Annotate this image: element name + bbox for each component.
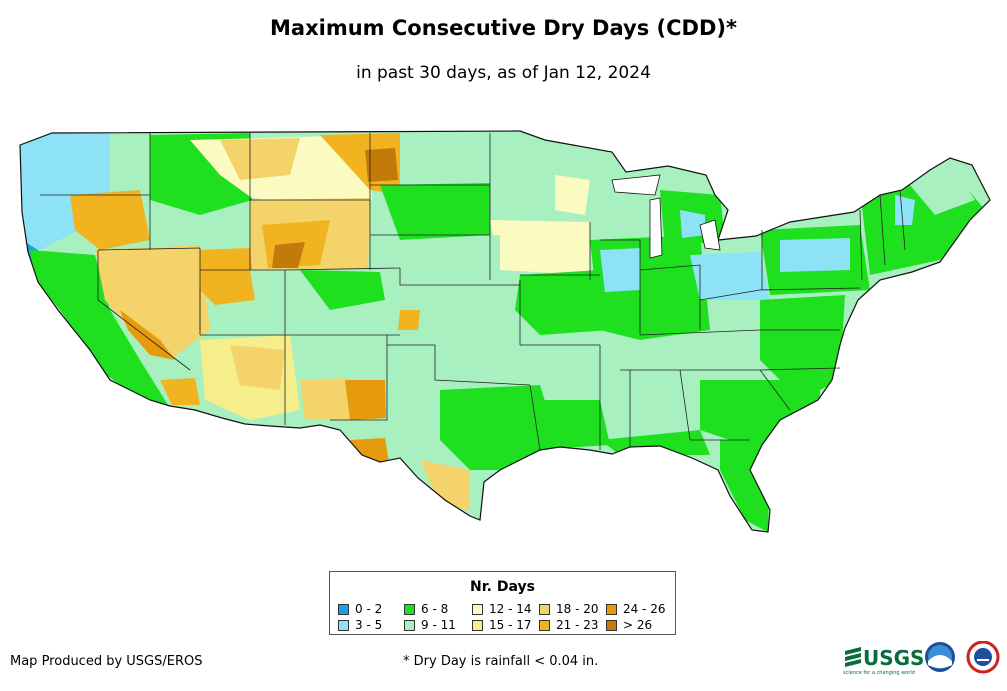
map-subtitle: in past 30 days, as of Jan 12, 2024 <box>356 63 651 83</box>
noaa-logo <box>925 642 955 672</box>
legend-label: > 26 <box>623 618 653 632</box>
legend-item: 21 - 23 <box>539 618 599 632</box>
us-outline <box>19 130 991 533</box>
legend-swatch <box>338 604 349 615</box>
legend-swatch <box>606 620 617 631</box>
legend-label: 6 - 8 <box>421 602 449 616</box>
legend-swatch <box>404 604 415 615</box>
legend-item: 15 - 17 <box>472 618 532 632</box>
legend-item: 6 - 8 <box>404 602 448 616</box>
legend-swatch <box>472 620 483 631</box>
usgs-logo: USGS science for a changing world <box>843 646 924 676</box>
map-title: Maximum Consecutive Dry Days (CDD)* <box>270 16 737 40</box>
legend-item: 3 - 5 <box>338 618 382 632</box>
legend-swatch <box>539 604 550 615</box>
legend-swatch <box>539 620 550 631</box>
legend-item: 9 - 11 <box>404 618 456 632</box>
legend-label: 24 - 26 <box>623 602 666 616</box>
nws-logo <box>966 640 1000 674</box>
lake-superior <box>611 174 661 196</box>
legend-label: 3 - 5 <box>355 618 383 632</box>
legend-item: 24 - 26 <box>606 602 666 616</box>
legend-label: 9 - 11 <box>421 618 456 632</box>
logos-svg: USGS science for a changing world <box>843 640 1000 676</box>
usgs-wordmark: USGS <box>863 646 924 670</box>
dry-day-regions <box>20 131 990 532</box>
legend-swatch <box>338 620 349 631</box>
legend-label: 12 - 14 <box>489 602 532 616</box>
legend-label: 18 - 20 <box>556 602 599 616</box>
legend-title: Nr. Days <box>470 579 535 595</box>
legend-item: 0 - 2 <box>338 602 382 616</box>
agency-logos: USGS science for a changing world <box>843 640 1003 681</box>
footnote-text: * Dry Day is rainfall < 0.04 in. <box>403 654 599 669</box>
legend-swatch <box>472 604 483 615</box>
state-boundaries <box>40 133 906 451</box>
lake-huron <box>699 219 721 251</box>
legend-label: 21 - 23 <box>556 618 599 632</box>
legend-item: 18 - 20 <box>539 602 599 616</box>
credit-text: Map Produced by USGS/EROS <box>10 654 203 669</box>
legend-item: > 26 <box>606 618 652 632</box>
legend-swatch <box>606 604 617 615</box>
legend-label: 15 - 17 <box>489 618 532 632</box>
legend-item: 12 - 14 <box>472 602 532 616</box>
usgs-tagline: science for a changing world <box>843 670 915 676</box>
legend-label: 0 - 2 <box>355 602 383 616</box>
legend-swatch <box>404 620 415 631</box>
lake-michigan <box>649 197 663 259</box>
legend: Nr. Days 0 - 2 3 - 5 6 - 8 9 - 11 12 - 14 15 … <box>329 571 676 635</box>
